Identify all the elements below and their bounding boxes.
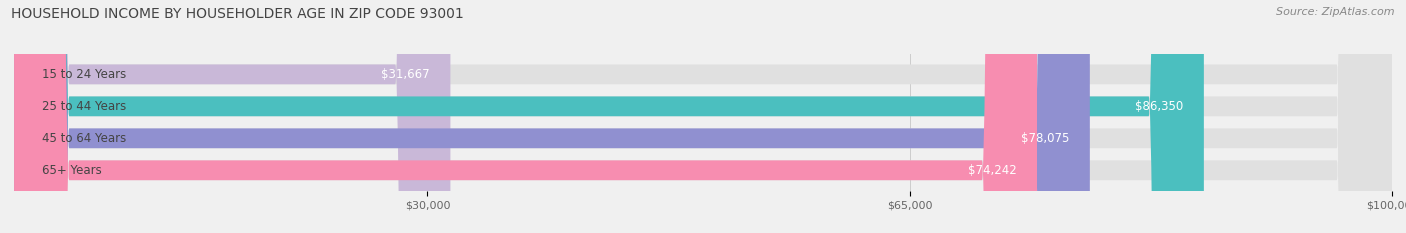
Text: Source: ZipAtlas.com: Source: ZipAtlas.com <box>1277 7 1395 17</box>
Text: $31,667: $31,667 <box>381 68 430 81</box>
FancyBboxPatch shape <box>14 0 1392 233</box>
FancyBboxPatch shape <box>14 0 1392 233</box>
FancyBboxPatch shape <box>14 0 1090 233</box>
Text: 15 to 24 Years: 15 to 24 Years <box>42 68 127 81</box>
FancyBboxPatch shape <box>14 0 1038 233</box>
Text: 45 to 64 Years: 45 to 64 Years <box>42 132 127 145</box>
Text: $86,350: $86,350 <box>1135 100 1184 113</box>
Text: 65+ Years: 65+ Years <box>42 164 101 177</box>
FancyBboxPatch shape <box>14 0 1392 233</box>
Text: $74,242: $74,242 <box>967 164 1017 177</box>
Text: HOUSEHOLD INCOME BY HOUSEHOLDER AGE IN ZIP CODE 93001: HOUSEHOLD INCOME BY HOUSEHOLDER AGE IN Z… <box>11 7 464 21</box>
Text: 25 to 44 Years: 25 to 44 Years <box>42 100 127 113</box>
FancyBboxPatch shape <box>14 0 450 233</box>
Text: $78,075: $78,075 <box>1021 132 1069 145</box>
FancyBboxPatch shape <box>14 0 1392 233</box>
FancyBboxPatch shape <box>14 0 1204 233</box>
